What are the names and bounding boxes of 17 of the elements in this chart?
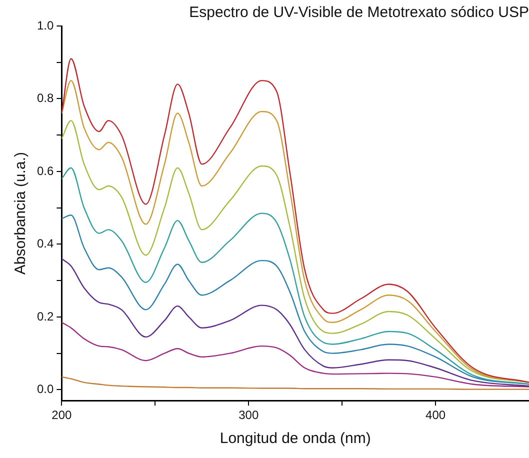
line-series (62, 376, 529, 390)
y-tick-label: 0.0 (36, 382, 54, 396)
line-series (62, 258, 529, 387)
line-series (62, 322, 529, 388)
y-tick-label: 0.2 (36, 309, 54, 324)
x-axis-title: Longitud de onda (nm) (220, 430, 371, 448)
y-tick-label: 0.8 (36, 91, 54, 106)
y-tick-label: 0.6 (36, 164, 54, 178)
y-tick-label: 0.4 (36, 236, 54, 251)
x-tick-label: 300 (238, 408, 259, 422)
y-tick-label: 1.0 (36, 18, 54, 32)
line-series (62, 167, 529, 385)
x-tick-label: 400 (426, 408, 446, 422)
chart-title: Espectro de UV-Visible de Metotrexato sódico USP (189, 4, 529, 22)
x-tick-label: 200 (52, 408, 72, 422)
line-series (62, 214, 529, 385)
y-axis-title: Absorbancia (u.a.) (12, 152, 30, 275)
